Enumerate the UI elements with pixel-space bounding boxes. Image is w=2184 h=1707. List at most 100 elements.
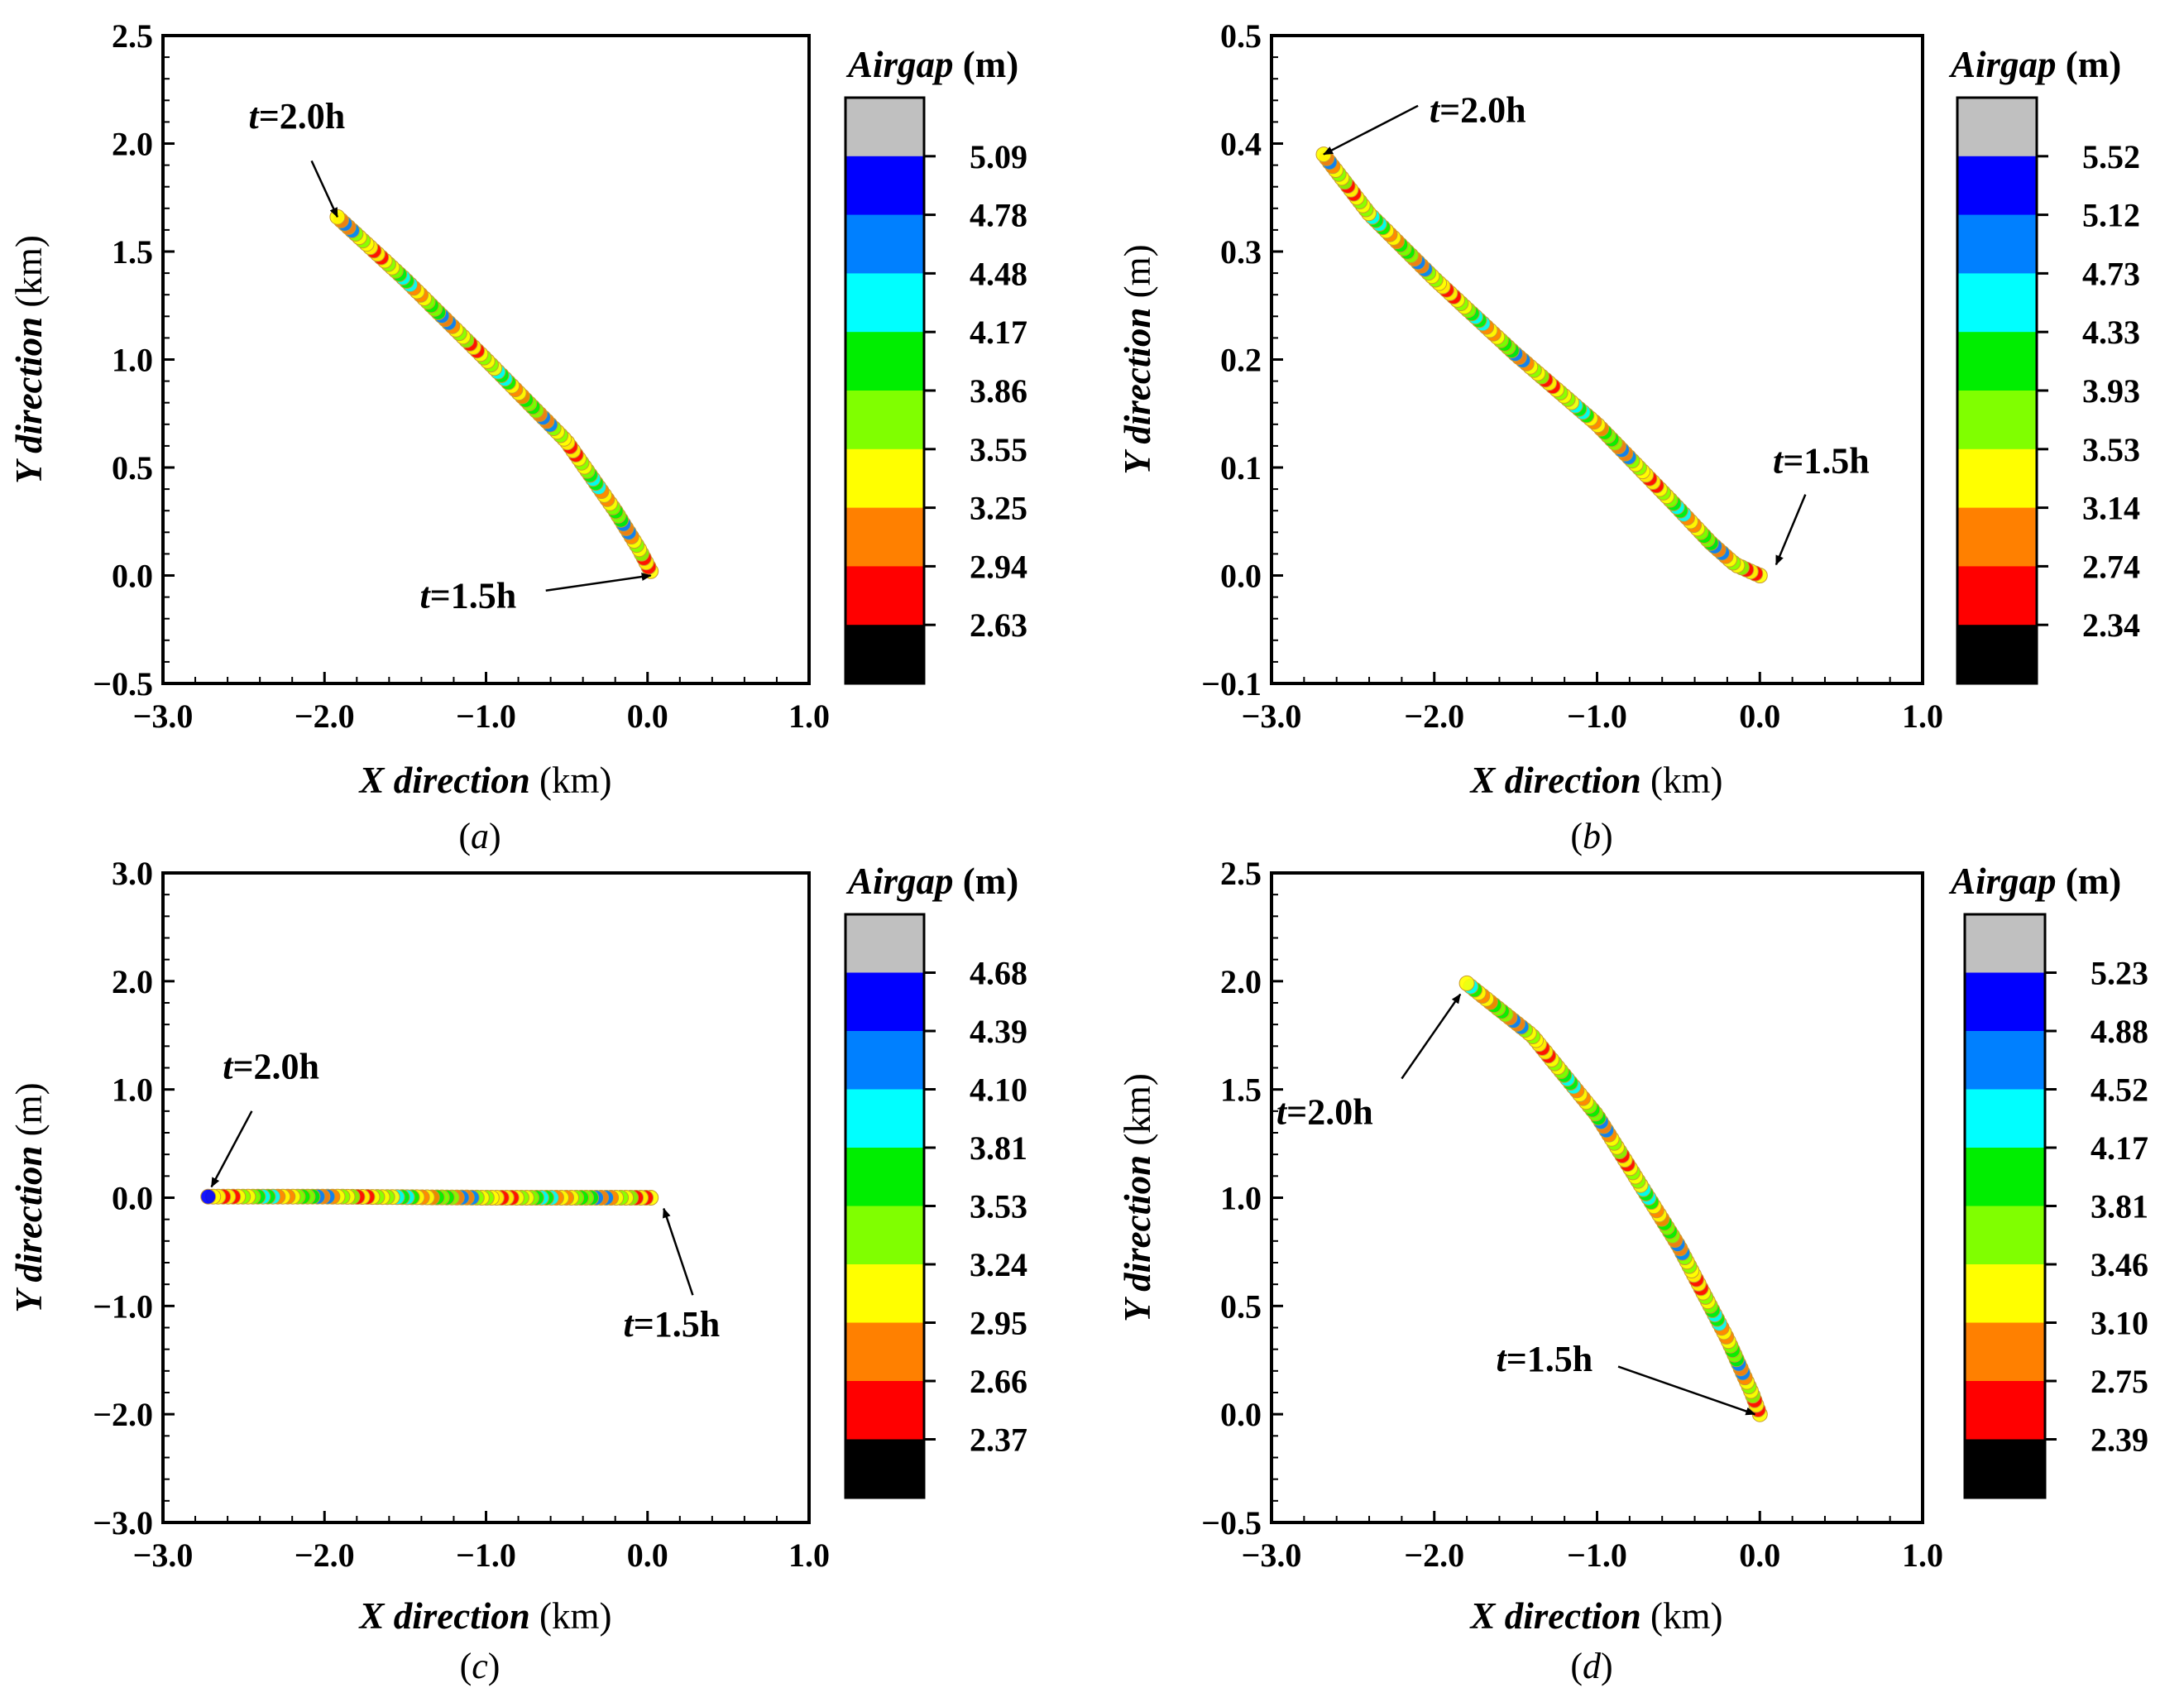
y-axis-label: Y direction (m) [1117,244,1158,474]
colorbar-band [1965,1089,2045,1148]
time-annotation-var: t [1497,1339,1508,1379]
panel-caption: (a) [458,816,500,856]
annotation-arrow [663,1207,694,1296]
x-axis-label: X direction (km) [1469,1595,1723,1637]
y-tick-label: 0.0 [1220,558,1262,595]
colorbar-tick-label: 2.74 [2082,548,2140,585]
x-tick-label: −2.0 [1404,698,1464,735]
x-tick-label: −2.0 [1404,1537,1464,1574]
time-annotation: t=1.5h [1773,441,1870,482]
panel-b: −3.0 −2.0 −1.0 0.0 1.0 −0.1 0.0 0.1 0.2 0.3 0.4 0.5… [1117,17,2140,856]
colorbar-band [1957,625,2037,684]
trajectory-points [1315,146,1768,583]
colorbar-title-var: Airgap [845,861,954,902]
colorbar-tick-label: 2.63 [970,607,1027,644]
panel-a: −3.0 −2.0 −1.0 0.0 1.0 −0.5 0.0 0.5 1.0 1.5 2.0 2.5… [8,17,1027,856]
colorbar-tick-label: 3.53 [970,1188,1027,1225]
colorbar-tick-label: 5.09 [970,138,1027,175]
annotation-arrow [1401,993,1462,1080]
time-annotation-var: t [1430,89,1441,130]
x-tick-label: 0.0 [1739,1537,1780,1574]
colorbar-band [1957,273,2037,333]
time-annotation: t=1.5h [419,576,516,616]
colorbar-band [845,156,924,216]
colorbar-tick-label: 5.23 [2091,955,2148,992]
y-axis-label: Y direction (m) [8,1082,50,1312]
x-axis-label-var: X direction [1469,1595,1641,1637]
y-axis-label: Y direction (km) [1117,1073,1158,1322]
colorbar-tick-label: 3.24 [970,1246,1027,1283]
x-axis-label-unit: (km) [530,1595,612,1637]
x-tick-label: −1.0 [456,698,516,735]
x-axis-label-var: X direction [358,1595,530,1637]
colorbar-title-var: Airgap [1948,44,2057,85]
trajectory-point [1458,975,1475,991]
colorbar-tick-label: 2.94 [970,548,1027,585]
colorbar-band [845,625,924,684]
time-annotation-var: t [419,576,431,616]
colorbar-band [845,566,924,626]
time-annotation: t=2.0h [1276,1092,1373,1133]
colorbar-title-unit: (m) [2057,861,2122,902]
colorbar-tick-label: 3.81 [2091,1188,2148,1225]
colorbar-band [1965,1439,2045,1498]
panel-d: −3.0 −2.0 −1.0 0.0 1.0 −0.5 0.0 0.5 1.0 1.5 2.0 2.5… [1117,855,2148,1686]
panel-caption: (c) [460,1646,500,1686]
colorbar-tick-label: 4.73 [2082,255,2140,292]
time-annotation: t=1.5h [623,1304,720,1345]
y-tick-label: 0.0 [112,1180,153,1217]
colorbar-band [845,1031,924,1090]
x-tick-label: −2.0 [295,1537,355,1574]
colorbar-band [1957,391,2037,450]
trajectory-points [1458,975,1768,1422]
panel-caption-letter: b [1583,816,1601,856]
colorbar-band [845,1381,924,1440]
colorbar-band [1965,1148,2045,1206]
colorbar-title-unit: (m) [2057,44,2122,85]
colorbar-band [845,1264,924,1323]
colorbar-tick-label: 3.55 [970,431,1027,468]
y-tick-label: 2.5 [1220,855,1262,892]
x-tick-label: 1.0 [788,698,830,735]
colorbar-band [845,1439,924,1498]
colorbar-tick-label: 2.34 [2082,607,2140,644]
colorbar-band [1965,1264,2045,1323]
time-annotation: t=2.0h [223,1047,319,1087]
colorbar-band [845,507,924,567]
colorbar-band [845,273,924,333]
colorbar-band [845,214,924,274]
time-annotation-value: =1.5h [1783,441,1870,482]
caption-paren: ) [1601,816,1613,856]
caption-paren: ) [489,816,501,856]
time-annotation-value: =2.0h [1286,1092,1373,1133]
colorbar-title: Airgap (m) [1948,861,2121,902]
time-annotation-value: =1.5h [634,1304,721,1345]
time-annotation-var: t [1276,1092,1288,1133]
colorbar-tick-label: 4.10 [970,1072,1027,1109]
caption-paren: ) [1601,1646,1613,1686]
y-tick-label: 2.0 [112,126,153,163]
y-axis-label-unit: (km) [8,235,50,317]
colorbar-tick-label: 4.48 [970,255,1027,292]
x-tick-label: −1.0 [1567,698,1627,735]
colorbar-tick-label: 3.86 [970,372,1027,410]
y-tick-label: 1.5 [1220,1072,1262,1109]
colorbar-tick-label: 3.46 [2091,1246,2148,1283]
x-tick-label: 0.0 [627,698,668,735]
plot-frame [1270,34,1924,685]
colorbar-band [845,1089,924,1148]
x-tick-label: −1.0 [456,1537,516,1574]
x-tick-label: 1.0 [1902,1537,1943,1574]
colorbar-band [845,1322,924,1382]
y-axis-label-unit: (m) [8,1082,50,1145]
x-tick-label: −3.0 [1242,698,1302,735]
y-tick-label: 0.0 [1220,1396,1262,1433]
time-annotation-value: =1.5h [430,576,517,616]
colorbar-band [845,1148,924,1206]
colorbar-band [845,972,924,1032]
colorbar-title-var: Airgap [1948,861,2057,902]
y-tick-label: 3.0 [112,855,153,892]
y-tick-label: 1.5 [112,233,153,271]
y-axis-label-var: Y direction [8,317,50,484]
y-tick-label: −0.5 [1201,1504,1262,1542]
